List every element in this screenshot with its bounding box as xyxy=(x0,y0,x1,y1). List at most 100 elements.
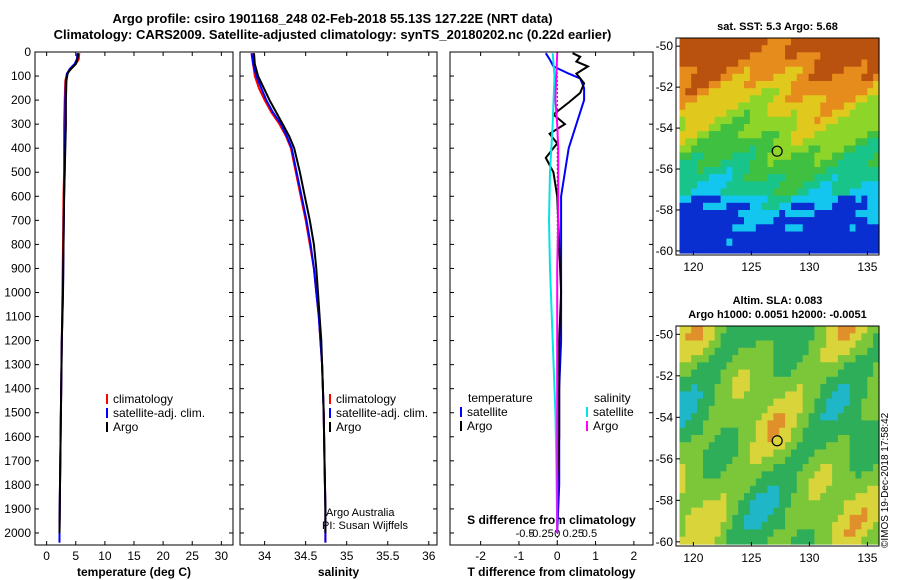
sla-map-cell xyxy=(679,507,686,516)
sla-map-cell xyxy=(814,507,821,516)
sla-map-cell xyxy=(826,340,833,349)
sla-map-cell xyxy=(820,536,827,545)
sst-map-cell xyxy=(761,124,769,132)
sst-map-cell xyxy=(820,52,827,61)
sst-map-cell xyxy=(685,59,692,68)
sla-map-cell xyxy=(703,471,710,480)
difference-xlabel: T difference from climatology xyxy=(467,565,635,579)
sla-map-cell xyxy=(867,485,874,494)
sla-map-cell xyxy=(873,333,880,342)
sst-map-cell xyxy=(843,202,851,211)
sst-map-cell xyxy=(697,73,704,82)
sla-map-cell xyxy=(855,427,862,436)
sla-map-cell xyxy=(738,485,745,494)
sst-map-cell xyxy=(779,138,786,147)
sla-map-cell xyxy=(843,333,851,342)
sst-map-cell xyxy=(767,73,774,82)
sla-map-cell xyxy=(808,464,816,472)
sst-map-cell xyxy=(697,145,704,154)
sla-map-cell xyxy=(785,522,792,530)
sst-map-cell xyxy=(832,138,839,147)
sla-map-cell xyxy=(708,326,716,334)
sst-map-cell xyxy=(691,167,698,175)
sst-map-cell xyxy=(703,238,710,247)
sst-map-cell xyxy=(796,73,804,82)
sst-map-cell xyxy=(802,116,810,125)
sla-map-cell xyxy=(808,493,816,501)
sst-map-cell xyxy=(749,38,757,46)
sla-map-cell xyxy=(679,405,686,414)
sla-map-cell xyxy=(697,355,704,363)
sla-map-cell xyxy=(708,449,716,458)
sst-map-cell xyxy=(826,45,833,53)
sla-map-cell xyxy=(843,500,851,509)
sla-map-cell xyxy=(820,485,827,494)
sla-map-cell xyxy=(755,456,763,465)
sla-map-cell xyxy=(867,456,874,465)
sst-map-cell xyxy=(802,66,810,75)
sst-map-cell xyxy=(791,102,798,111)
sla-map-cell xyxy=(779,384,786,392)
sla-map-cell xyxy=(749,464,757,472)
sst-map-cell xyxy=(837,188,845,197)
sla-map-cell xyxy=(843,326,851,334)
sst-map-cell xyxy=(791,152,798,161)
sla-map-cell xyxy=(791,485,798,494)
sst-map-cell xyxy=(691,88,698,96)
sla-map-cell xyxy=(744,478,751,487)
sst-map-cell xyxy=(785,224,792,233)
sla-map-cell xyxy=(802,500,810,509)
sst-map-cell xyxy=(873,102,880,111)
sla-map-cell xyxy=(726,376,733,385)
sst-map-cell xyxy=(714,210,722,218)
sst-map-cell xyxy=(832,152,839,161)
sst-map-cell xyxy=(867,202,874,211)
sla-map-cell xyxy=(832,384,839,392)
sla-map-cell xyxy=(820,500,827,509)
sla-map-cell xyxy=(802,471,810,480)
sst-map-cell xyxy=(767,124,774,132)
sst-map-cell xyxy=(697,195,704,204)
sst-map-cell xyxy=(855,45,862,53)
sst-map-cell xyxy=(773,145,780,154)
sla-map-cell xyxy=(708,362,716,371)
sst-map-cell xyxy=(726,109,733,118)
chart-title-line2: Climatology: CARS2009. Satellite-adjuste… xyxy=(53,27,612,42)
sst-map-cell xyxy=(873,231,880,240)
sst-map-cell xyxy=(873,45,880,53)
sst-map-cell xyxy=(843,167,851,175)
sla-map-cell xyxy=(873,471,880,480)
sst-map-cell xyxy=(796,210,804,218)
sla-map-cell xyxy=(826,507,833,516)
sst-map-cell xyxy=(749,45,757,53)
sla-map-cell xyxy=(708,420,716,429)
sla-map-cell xyxy=(720,326,728,334)
sst-map-cell xyxy=(744,131,751,139)
sst-map-cell xyxy=(855,131,862,139)
sst-map-cell xyxy=(679,181,686,190)
sst-map-cell xyxy=(761,102,769,111)
sst-map-cell xyxy=(867,81,874,89)
sla-map-cell xyxy=(726,333,733,342)
sst-map-cell xyxy=(685,116,692,125)
sla-map-cell xyxy=(826,427,833,436)
sst-map-cell xyxy=(873,195,880,204)
sla-map-cell xyxy=(808,384,816,392)
sla-map-cell xyxy=(802,413,810,422)
sst-map-cell xyxy=(802,217,810,225)
sst-map-cell xyxy=(820,159,827,168)
sla-map-cell xyxy=(802,362,810,371)
sla-map-cell xyxy=(849,449,857,458)
sst-map-cell xyxy=(755,217,763,225)
sla-map-cell xyxy=(820,522,827,530)
sst-map-cell xyxy=(732,210,739,218)
sst-map-cell xyxy=(785,116,792,125)
sla-map-cell xyxy=(802,376,810,385)
sla-map-cell xyxy=(708,384,716,392)
sla-map-cell xyxy=(837,522,845,530)
sst-map-cell xyxy=(744,152,751,161)
sla-map-cell xyxy=(814,435,821,443)
sst-map-cell xyxy=(785,181,792,190)
sla-map-cell xyxy=(832,500,839,509)
sst-map-cell xyxy=(855,238,862,247)
